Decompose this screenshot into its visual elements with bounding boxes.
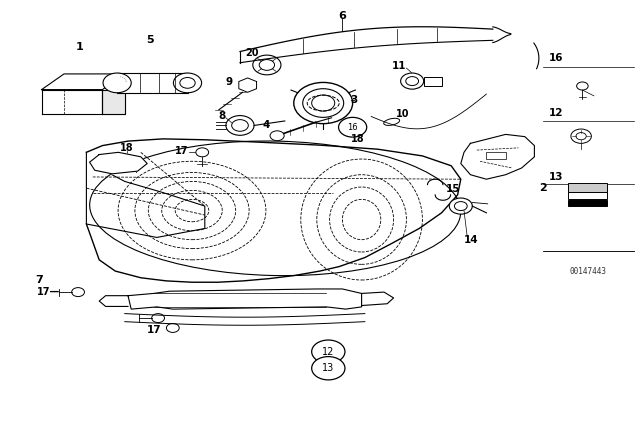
Text: 14: 14 [464,235,479,245]
Polygon shape [239,78,257,92]
Text: 11: 11 [392,61,406,71]
Circle shape [312,340,345,363]
Bar [486,152,506,159]
Polygon shape [362,292,394,306]
Circle shape [132,160,141,167]
Text: 2: 2 [539,183,547,193]
Circle shape [270,131,284,141]
Bar [117,73,188,93]
Circle shape [571,129,591,143]
Text: 00147443: 00147443 [570,267,607,276]
Polygon shape [90,152,147,174]
Circle shape [196,148,209,157]
Bar [568,192,607,199]
Text: 16: 16 [549,53,564,63]
Text: 10: 10 [396,109,409,119]
Ellipse shape [384,118,399,125]
Circle shape [117,159,126,165]
Bar [568,183,607,192]
Text: 1: 1 [76,42,84,52]
Text: 7: 7 [35,275,43,285]
Polygon shape [461,134,534,179]
Bar [568,200,607,206]
Circle shape [339,117,367,137]
Text: 15: 15 [446,184,461,194]
Text: 5: 5 [147,35,154,45]
Text: 6: 6 [338,11,346,21]
Text: 17: 17 [175,146,189,156]
Text: 12: 12 [549,108,564,118]
Text: 13: 13 [322,363,335,373]
Circle shape [226,116,254,135]
Circle shape [173,73,202,93]
Text: 18: 18 [351,134,364,144]
Circle shape [253,55,281,75]
Text: 16: 16 [348,123,358,132]
Text: 18: 18 [120,143,134,153]
Text: 12: 12 [322,347,335,357]
Text: 13: 13 [549,172,564,182]
Polygon shape [128,289,362,309]
Polygon shape [102,90,125,114]
Circle shape [166,323,179,332]
Text: 8: 8 [218,111,225,121]
Circle shape [401,73,424,89]
Text: 4: 4 [262,121,270,130]
Polygon shape [42,74,125,90]
Circle shape [72,288,84,297]
Text: 9: 9 [226,77,233,87]
Circle shape [312,357,345,380]
Text: 17—: 17— [37,287,60,297]
Text: 3: 3 [351,95,358,105]
Circle shape [577,82,588,90]
Polygon shape [99,296,128,306]
Text: 17: 17 [147,325,162,335]
Circle shape [152,314,164,323]
Circle shape [103,73,131,93]
Bar [424,77,442,86]
Circle shape [294,82,353,124]
Text: 20: 20 [245,48,259,58]
Circle shape [449,198,472,214]
